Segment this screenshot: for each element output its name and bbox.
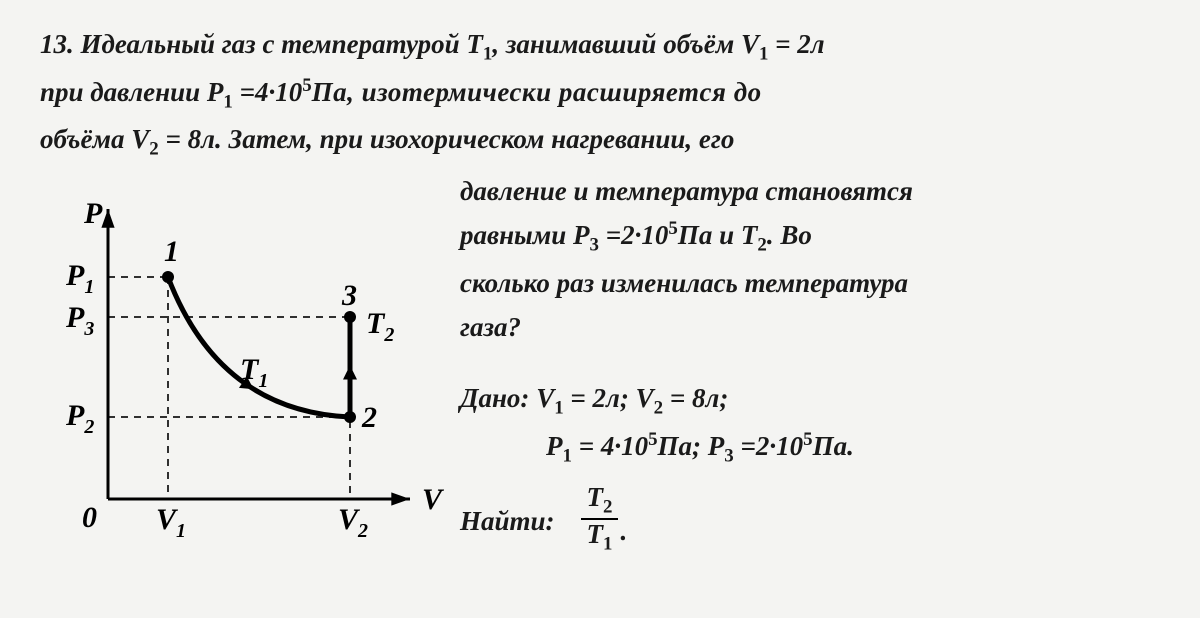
svg-text:2: 2 — [361, 401, 377, 434]
svg-text:P3: P3 — [65, 301, 94, 340]
svg-text:1: 1 — [164, 235, 179, 268]
find-block: Найти: T2 T1 . — [460, 485, 1160, 557]
den-var: T — [587, 519, 604, 549]
val: =2·10 — [734, 431, 803, 461]
dot: . — [618, 509, 627, 558]
val: = 8л; — [663, 383, 728, 413]
svg-text:V1: V1 — [156, 503, 186, 542]
text: 13. Идеальный газ с температурой T — [40, 29, 483, 59]
text: объёма V — [40, 124, 149, 154]
sup: 5 — [668, 218, 677, 239]
text: = 8л. Затем, при изохорическом нагревани… — [159, 124, 735, 154]
text: =4·10 — [233, 77, 302, 107]
var: P — [708, 431, 725, 461]
fraction: T2 T1 — [581, 483, 619, 555]
sub: 1 — [223, 91, 232, 112]
svg-text:T2: T2 — [366, 307, 394, 346]
sub: 3 — [724, 446, 733, 467]
svg-text:V2: V2 — [338, 503, 368, 542]
sub: 2 — [654, 397, 663, 418]
var: V — [636, 383, 654, 413]
sup: 5 — [803, 429, 812, 450]
unit: Па; — [658, 431, 708, 461]
sub: 2 — [149, 139, 158, 160]
pv-diagram: PV0P1P3P2V1V2123T1T2 — [40, 169, 440, 559]
text: при давлении P — [40, 77, 223, 107]
sup: 5 — [648, 429, 657, 450]
svg-text:0: 0 — [82, 501, 97, 534]
problem-continuation: давление и температура становятся равным… — [460, 169, 1160, 350]
text: равными P — [460, 220, 590, 250]
find-label: Найти: — [460, 499, 555, 544]
text: =2·10 — [599, 220, 668, 250]
text: давление и температура становятся — [460, 176, 913, 206]
text: = 2л — [768, 29, 824, 59]
val: = 4·10 — [572, 431, 648, 461]
sub: 2 — [757, 235, 766, 256]
svg-text:P: P — [83, 197, 103, 230]
var: P — [546, 431, 563, 461]
svg-text:P1: P1 — [65, 259, 94, 298]
given-label: Дано: — [460, 383, 536, 413]
text: Па, изотермически расширяется до — [312, 77, 762, 107]
sub: 2 — [603, 496, 612, 517]
text: Па и T — [678, 220, 758, 250]
given-block: Дано: V1 = 2л; V2 = 8л; P1 = 4·105Па; P3… — [460, 376, 1160, 473]
num-var: T — [587, 482, 604, 512]
text: газа? — [460, 312, 521, 342]
text: сколько раз изменилась температура — [460, 268, 908, 298]
svg-text:P2: P2 — [65, 399, 94, 438]
var: V — [536, 383, 554, 413]
text: . Во — [767, 220, 812, 250]
sub: 1 — [563, 446, 572, 467]
sub: 3 — [590, 235, 599, 256]
svg-text:3: 3 — [341, 279, 357, 312]
sub: 1 — [554, 397, 563, 418]
sub: 1 — [603, 534, 612, 555]
text: , занимавший объём V — [492, 29, 759, 59]
unit: Па. — [813, 431, 854, 461]
val: = 2л; — [564, 383, 636, 413]
sub: 1 — [759, 43, 768, 64]
sup: 5 — [302, 75, 311, 96]
problem-statement: 13. Идеальный газ с температурой T1, зан… — [40, 22, 1160, 165]
sub: 1 — [483, 43, 492, 64]
